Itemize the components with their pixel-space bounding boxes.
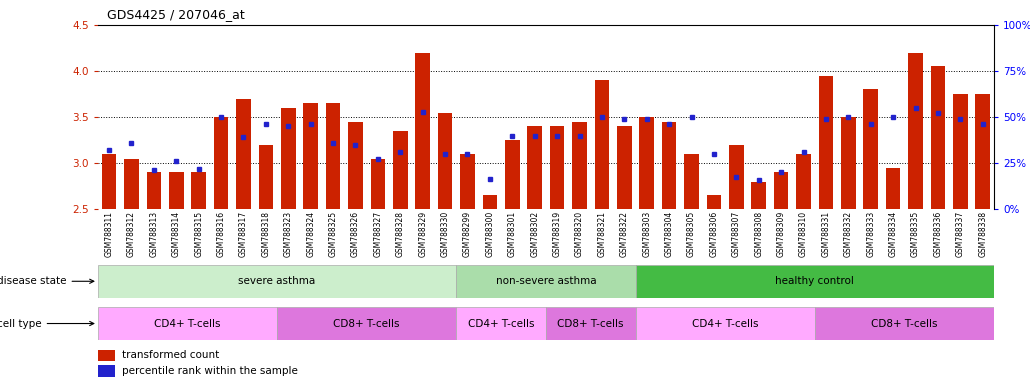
Bar — [863, 89, 878, 209]
Bar — [636, 307, 815, 340]
Bar — [281, 108, 296, 209]
Bar — [886, 168, 900, 209]
Bar — [98, 366, 115, 377]
Bar — [98, 350, 115, 361]
Bar — [169, 172, 183, 209]
Text: CD4+ T-cells: CD4+ T-cells — [692, 318, 758, 329]
Bar — [953, 94, 967, 209]
Text: GDS4425 / 207046_at: GDS4425 / 207046_at — [107, 8, 244, 21]
Bar — [325, 103, 340, 209]
Text: CD8+ T-cells: CD8+ T-cells — [557, 318, 624, 329]
Bar — [908, 53, 923, 209]
Bar — [259, 145, 273, 209]
Bar — [236, 99, 250, 209]
Bar — [662, 122, 677, 209]
Bar — [684, 154, 698, 209]
Bar — [505, 140, 519, 209]
Bar — [393, 131, 408, 209]
Bar — [98, 307, 277, 340]
Bar — [815, 307, 994, 340]
Text: non-severe asthma: non-severe asthma — [495, 276, 596, 286]
Bar — [304, 103, 318, 209]
Bar — [371, 159, 385, 209]
Text: percentile rank within the sample: percentile rank within the sample — [123, 366, 299, 376]
Bar — [573, 122, 587, 209]
Bar — [415, 53, 430, 209]
Text: CD8+ T-cells: CD8+ T-cells — [871, 318, 937, 329]
Bar — [842, 117, 856, 209]
Bar — [192, 172, 206, 209]
Bar — [707, 195, 721, 209]
Text: cell type: cell type — [0, 318, 94, 329]
Bar — [146, 172, 161, 209]
Bar — [819, 76, 833, 209]
Text: severe asthma: severe asthma — [238, 276, 315, 286]
Text: CD4+ T-cells: CD4+ T-cells — [154, 318, 220, 329]
Bar — [483, 195, 497, 209]
Text: transformed count: transformed count — [123, 351, 219, 361]
Bar — [550, 126, 564, 209]
Bar — [456, 307, 546, 340]
Bar — [456, 265, 636, 298]
Text: healthy control: healthy control — [776, 276, 854, 286]
Bar — [931, 66, 946, 209]
Bar — [975, 94, 990, 209]
Bar — [214, 117, 229, 209]
Bar — [277, 307, 456, 340]
Bar — [102, 154, 116, 209]
Text: CD4+ T-cells: CD4+ T-cells — [468, 318, 535, 329]
Bar — [774, 172, 788, 209]
Bar — [438, 113, 452, 209]
Bar — [98, 265, 456, 298]
Bar — [636, 265, 994, 298]
Text: disease state: disease state — [0, 276, 94, 286]
Bar — [527, 126, 542, 209]
Bar — [546, 307, 636, 340]
Bar — [796, 154, 811, 209]
Text: CD8+ T-cells: CD8+ T-cells — [334, 318, 400, 329]
Bar — [348, 122, 363, 209]
Bar — [752, 182, 766, 209]
Bar — [729, 145, 744, 209]
Bar — [594, 80, 609, 209]
Bar — [640, 117, 654, 209]
Bar — [617, 126, 631, 209]
Bar — [125, 159, 139, 209]
Bar — [460, 154, 475, 209]
